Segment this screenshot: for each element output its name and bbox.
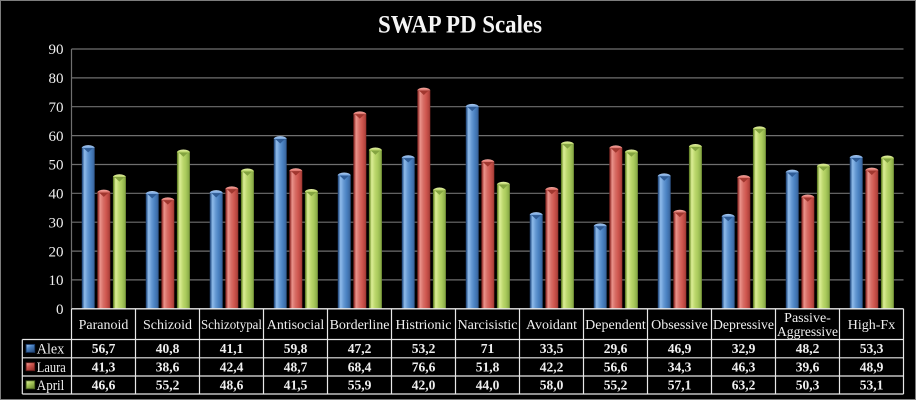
svg-text:63,2: 63,2 [732, 378, 756, 393]
svg-text:53,3: 53,3 [860, 341, 884, 356]
svg-text:46,6: 46,6 [92, 378, 116, 393]
svg-text:Passive-: Passive- [784, 311, 831, 326]
svg-text:SWAP PD Scales: SWAP PD Scales [378, 9, 542, 38]
svg-text:80: 80 [49, 71, 64, 87]
svg-text:0: 0 [56, 302, 64, 318]
svg-text:58,0: 58,0 [540, 378, 564, 393]
svg-text:Borderline: Borderline [330, 318, 390, 333]
svg-text:Alex: Alex [37, 342, 65, 358]
svg-text:41,3: 41,3 [92, 359, 116, 374]
svg-text:34,3: 34,3 [668, 359, 692, 374]
svg-text:30: 30 [49, 215, 64, 231]
svg-text:10: 10 [49, 273, 64, 289]
svg-text:56,6: 56,6 [604, 359, 628, 374]
svg-text:29,6: 29,6 [604, 341, 628, 356]
svg-text:Histrionic: Histrionic [396, 318, 452, 333]
svg-text:55,2: 55,2 [156, 378, 180, 393]
svg-text:48,2: 48,2 [796, 341, 820, 356]
svg-text:44,0: 44,0 [476, 378, 500, 393]
svg-text:50,3: 50,3 [796, 378, 820, 393]
svg-text:42,2: 42,2 [540, 359, 564, 374]
svg-text:38,6: 38,6 [156, 359, 180, 374]
svg-text:48,6: 48,6 [220, 378, 244, 393]
svg-text:46,9: 46,9 [668, 341, 692, 356]
svg-text:42,4: 42,4 [220, 359, 244, 374]
svg-text:59,8: 59,8 [284, 341, 308, 356]
svg-text:Depressive: Depressive [713, 318, 774, 333]
svg-text:Aggressive: Aggressive [777, 325, 838, 340]
svg-text:50: 50 [49, 158, 64, 174]
svg-text:Paranoid: Paranoid [79, 318, 129, 333]
svg-text:55,9: 55,9 [348, 378, 372, 393]
svg-text:40: 40 [49, 187, 64, 203]
svg-text:Obsessive: Obsessive [651, 318, 708, 333]
svg-text:57,1: 57,1 [668, 378, 692, 393]
svg-text:Narcisistic: Narcisistic [458, 318, 518, 333]
svg-text:40,8: 40,8 [156, 341, 180, 356]
svg-text:39,6: 39,6 [796, 359, 820, 374]
svg-text:51,8: 51,8 [476, 359, 500, 374]
svg-text:32,9: 32,9 [732, 341, 756, 356]
svg-text:33,5: 33,5 [540, 341, 564, 356]
svg-text:53,1: 53,1 [860, 378, 884, 393]
svg-text:55,2: 55,2 [604, 378, 628, 393]
svg-text:76,6: 76,6 [412, 359, 436, 374]
svg-text:Schizotypal: Schizotypal [201, 318, 262, 333]
svg-text:48,7: 48,7 [284, 359, 308, 374]
svg-text:71: 71 [481, 341, 495, 356]
svg-text:20: 20 [49, 244, 64, 260]
svg-text:42,0: 42,0 [412, 378, 436, 393]
svg-text:68,4: 68,4 [348, 359, 372, 374]
svg-text:90: 90 [49, 42, 64, 58]
svg-text:53,2: 53,2 [412, 341, 436, 356]
svg-text:Avoidant: Avoidant [526, 318, 577, 333]
svg-text:Laura: Laura [37, 360, 66, 376]
svg-text:46,3: 46,3 [732, 359, 756, 374]
svg-text:70: 70 [49, 100, 64, 116]
svg-text:56,7: 56,7 [92, 341, 116, 356]
svg-text:Schizoid: Schizoid [143, 318, 192, 333]
svg-text:41,5: 41,5 [284, 378, 308, 393]
svg-text:60: 60 [49, 129, 64, 145]
svg-text:Antisocial: Antisocial [267, 318, 325, 333]
svg-text:Dependent: Dependent [585, 318, 646, 333]
svg-text:High-Fx: High-Fx [848, 318, 895, 333]
svg-text:41,1: 41,1 [220, 341, 244, 356]
svg-text:48,9: 48,9 [860, 359, 884, 374]
svg-text:47,2: 47,2 [348, 341, 372, 356]
svg-text:April: April [37, 378, 65, 394]
